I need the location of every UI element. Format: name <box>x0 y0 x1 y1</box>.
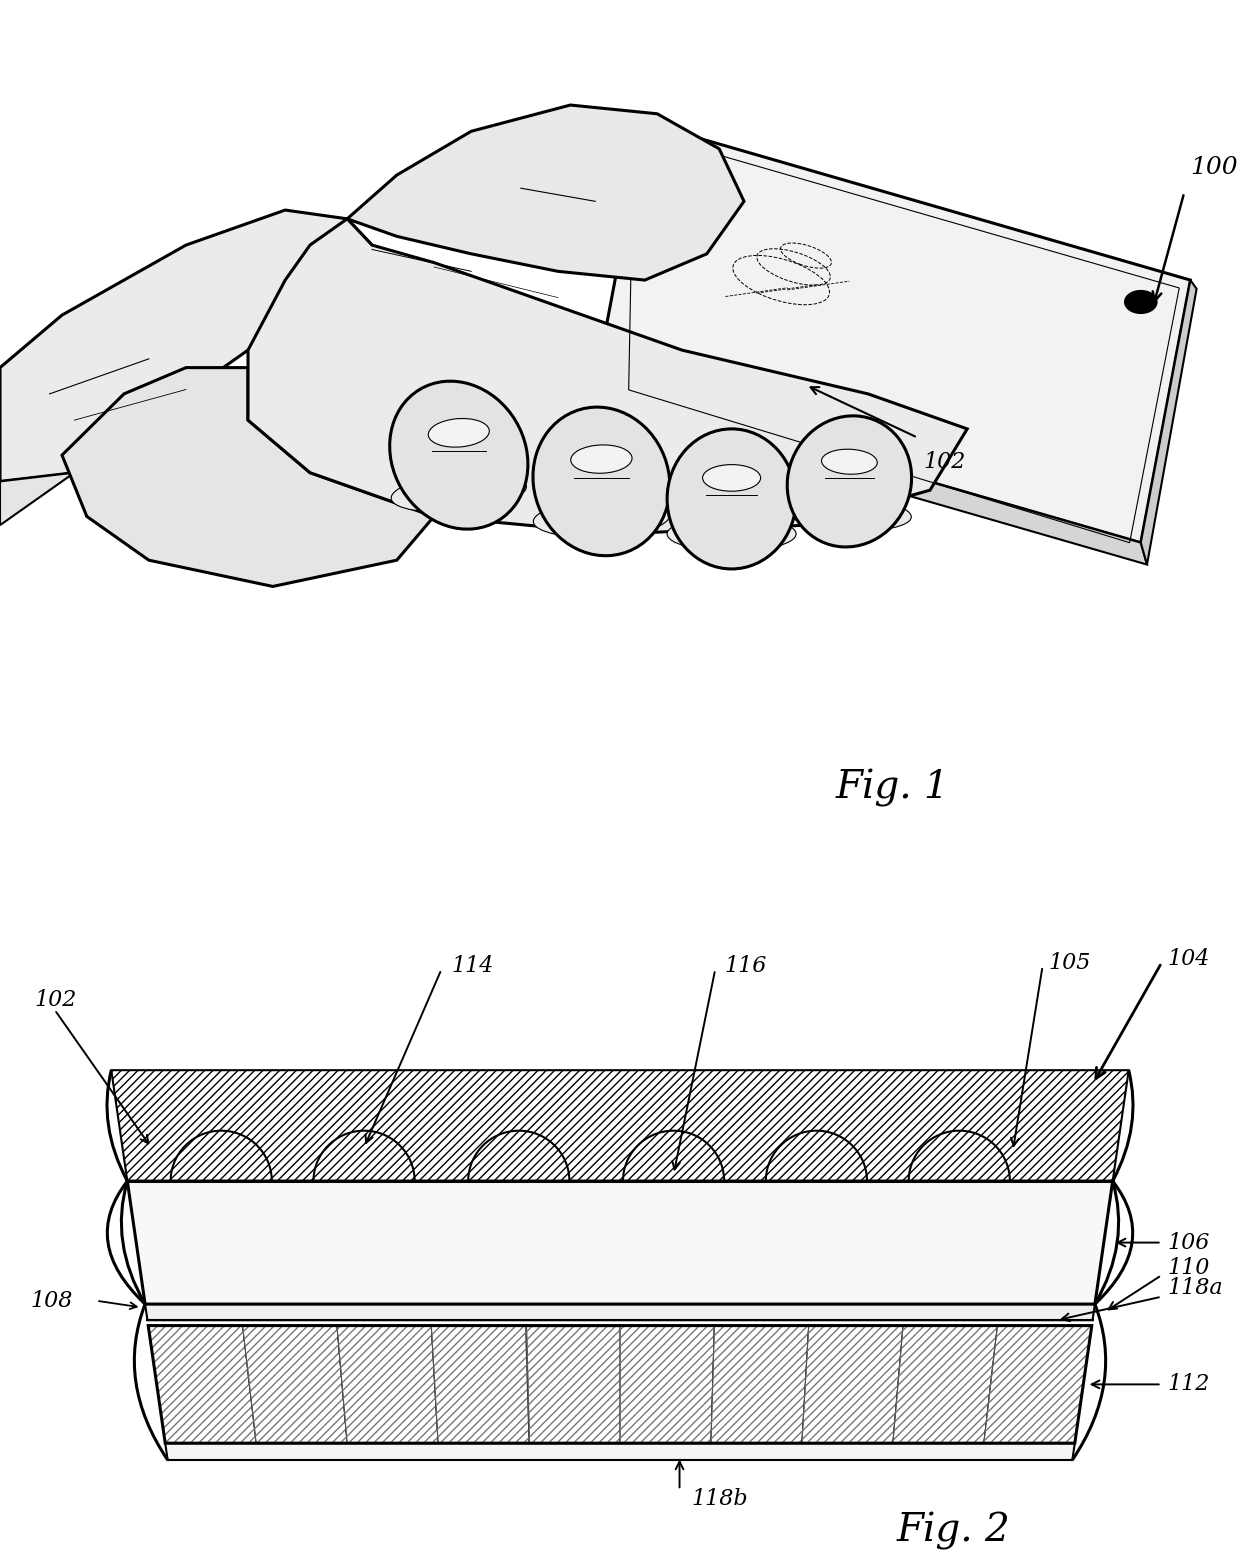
Polygon shape <box>595 384 1147 564</box>
Polygon shape <box>243 1325 347 1443</box>
Text: Fig. 2: Fig. 2 <box>897 1511 1011 1549</box>
Polygon shape <box>347 105 744 280</box>
Text: 106: 106 <box>1168 1232 1210 1254</box>
Circle shape <box>1125 291 1157 313</box>
Ellipse shape <box>389 381 528 530</box>
Text: 114: 114 <box>451 955 494 977</box>
Polygon shape <box>337 1325 438 1443</box>
Polygon shape <box>893 1325 997 1443</box>
Polygon shape <box>432 1325 529 1443</box>
Polygon shape <box>112 1071 1128 1182</box>
Polygon shape <box>62 367 434 586</box>
Polygon shape <box>128 1182 1112 1304</box>
Ellipse shape <box>533 500 670 538</box>
Text: 118a: 118a <box>1168 1277 1223 1299</box>
Text: 112: 112 <box>1168 1374 1210 1396</box>
Ellipse shape <box>533 406 670 556</box>
Text: 104: 104 <box>1168 949 1210 971</box>
Ellipse shape <box>787 416 911 547</box>
Text: 102: 102 <box>35 989 77 1011</box>
Polygon shape <box>145 1304 1095 1321</box>
Polygon shape <box>149 1325 257 1443</box>
Ellipse shape <box>787 497 911 531</box>
Text: 118b: 118b <box>692 1488 748 1510</box>
Polygon shape <box>983 1325 1091 1443</box>
Polygon shape <box>620 1325 714 1443</box>
Ellipse shape <box>667 516 796 552</box>
Ellipse shape <box>703 464 760 491</box>
Text: 116: 116 <box>724 955 768 977</box>
Polygon shape <box>165 1443 1075 1460</box>
Text: Fig. 1: Fig. 1 <box>836 769 950 807</box>
Text: 110: 110 <box>1168 1258 1210 1280</box>
Text: 108: 108 <box>31 1289 73 1311</box>
Text: 105: 105 <box>1049 952 1091 974</box>
Ellipse shape <box>428 419 490 447</box>
Polygon shape <box>1141 280 1197 564</box>
Ellipse shape <box>822 449 877 474</box>
Text: 102: 102 <box>924 450 966 472</box>
Polygon shape <box>526 1325 620 1443</box>
Ellipse shape <box>570 445 632 474</box>
Ellipse shape <box>667 428 796 569</box>
Polygon shape <box>802 1325 903 1443</box>
Polygon shape <box>711 1325 808 1443</box>
Polygon shape <box>595 122 1190 542</box>
Text: 100: 100 <box>1190 156 1238 180</box>
Polygon shape <box>0 420 149 525</box>
Polygon shape <box>248 219 967 535</box>
Ellipse shape <box>391 472 527 513</box>
Polygon shape <box>0 209 372 481</box>
